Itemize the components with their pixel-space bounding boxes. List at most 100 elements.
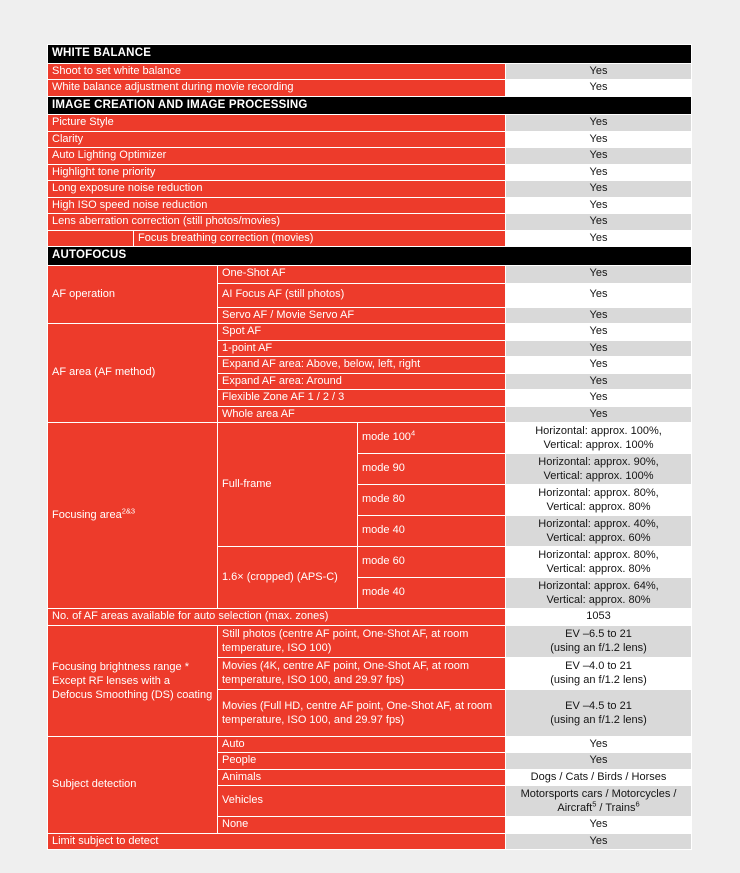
value-line: Horizontal: approx. 80%, (538, 487, 659, 499)
spec-value: Yes (504, 816, 693, 834)
spec-value: Yes (504, 147, 693, 165)
group-label-focusing-area: Focusing area2&3 (47, 422, 218, 609)
value-line: EV –6.5 to 21 (565, 628, 632, 640)
spec-sublabel: Vehicles (217, 785, 506, 817)
value-line: Vertical: approx. 100% (543, 439, 654, 451)
value-line: (using an f/1.2 lens) (550, 713, 647, 726)
section-header-white-balance: WHITE BALANCE (46, 44, 693, 64)
spec-value: Yes (504, 130, 693, 148)
spec-value: Horizontal: approx. 100%, Vertical: appr… (504, 422, 693, 454)
spec-label: Long exposure noise reduction (47, 180, 506, 198)
value-text: / Trains (596, 802, 636, 814)
footnote-marker: 4 (410, 428, 416, 438)
spec-value: Horizontal: approx. 90%, Vertical: appro… (504, 453, 693, 485)
spec-sublabel: Whole area AF (217, 405, 506, 423)
mode-text: mode 100 (362, 431, 411, 444)
value-line: EV –4.0 to 21 (565, 660, 632, 672)
spec-sublabel: mode 1004 (357, 422, 506, 454)
spec-sublabel: People (217, 752, 506, 770)
spec-label: Limit subject to detect (47, 832, 506, 850)
spec-sublabel: mode 90 (357, 453, 506, 485)
spec-value: Yes (504, 405, 693, 423)
spec-value: Yes (504, 832, 693, 850)
spec-sublabel: None (217, 816, 506, 834)
value-line: Horizontal: approx. 40%, (538, 518, 659, 530)
spec-sublabel: One-Shot AF (217, 264, 506, 284)
spec-sublabel: mode 80 (357, 484, 506, 516)
spec-label: Clarity (47, 130, 506, 148)
value-line: Vertical: approx. 80% (546, 501, 651, 513)
value-line: Vertical: approx. 100% (543, 470, 654, 482)
spec-value: 1053 (504, 608, 693, 626)
footnote-marker: 2&3 (121, 506, 136, 516)
spec-value: Yes (504, 306, 693, 324)
spec-label: No. of AF areas available for auto selec… (47, 608, 506, 626)
spec-value: Yes (504, 79, 693, 97)
group-label-cropped: 1.6× (cropped) (APS-C) (217, 546, 358, 609)
spec-value: Yes (504, 264, 693, 284)
spec-label: Picture Style (47, 114, 506, 132)
spec-value: Yes (504, 752, 693, 770)
spec-value: Horizontal: approx. 80%, Vertical: appro… (504, 546, 693, 578)
spacer-cell (47, 229, 134, 247)
spec-value: Yes (504, 356, 693, 374)
footnote-marker: 6 (635, 799, 640, 809)
spec-value: EV –4.0 to 21 (using an f/1.2 lens) (504, 656, 693, 690)
spec-value: Horizontal: approx. 40%, Vertical: appro… (504, 515, 693, 547)
spec-value: Dogs / Cats / Birds / Horses (504, 768, 693, 786)
group-label-af-area: AF area (AF method) (47, 323, 218, 423)
value-line: (using an f/1.2 lens) (550, 674, 647, 686)
spec-sublabel: Movies (4K, centre AF point, One-Shot AF… (217, 656, 506, 690)
spec-sublabel: Still photos (centre AF point, One-Shot … (217, 624, 506, 658)
value-line: Vertical: approx. 80% (546, 594, 651, 606)
spec-value: EV –6.5 to 21 (using an f/1.2 lens) (504, 624, 693, 658)
spec-value: Yes (504, 372, 693, 390)
spec-value: Yes (504, 213, 693, 231)
spec-value: Yes (504, 196, 693, 214)
spec-label: Shoot to set white balance (47, 62, 506, 80)
spec-table: WHITE BALANCE Shoot to set white balance… (46, 44, 693, 850)
spec-sublabel: mode 40 (357, 577, 506, 609)
footnote-marker: 5 (592, 799, 597, 809)
spec-value: Yes (504, 62, 693, 80)
spec-value: Horizontal: approx. 80%, Vertical: appro… (504, 484, 693, 516)
spec-value: Yes (504, 229, 693, 247)
spec-sublabel: Movies (Full HD, centre AF point, One-Sh… (217, 688, 506, 737)
spec-value: Yes (504, 735, 693, 753)
value-line: Horizontal: approx. 64%, (538, 580, 659, 592)
value-line: Vertical: approx. 60% (546, 532, 651, 544)
value-line: (using an f/1.2 lens) (550, 642, 647, 654)
spec-value: EV –4.5 to 21 (using an f/1.2 lens) (504, 688, 693, 737)
spec-label: Highlight tone priority (47, 163, 506, 181)
spec-sublabel: Expand AF area: Around (217, 372, 506, 390)
group-label-af-operation: AF operation (47, 264, 218, 324)
spec-value: Yes (504, 180, 693, 198)
spec-value: Yes (504, 163, 693, 181)
spec-value: Yes (504, 389, 693, 407)
spec-sublabel: Expand AF area: Above, below, left, righ… (217, 356, 506, 374)
spec-label-indented: Focus breathing correction (movies) (133, 229, 506, 247)
value-line: EV –4.5 to 21 (565, 699, 632, 712)
spec-value: Horizontal: approx. 64%, Vertical: appro… (504, 577, 693, 609)
group-label-focusing-brightness: Focusing brightness range * Except RF le… (47, 624, 218, 737)
spec-sublabel: Flexible Zone AF 1 / 2 / 3 (217, 389, 506, 407)
section-header-image-processing: IMAGE CREATION AND IMAGE PROCESSING (46, 95, 693, 115)
spec-value: Yes (504, 114, 693, 132)
focusing-area-text: Focusing area (52, 508, 122, 521)
spec-table-container: WHITE BALANCE Shoot to set white balance… (46, 44, 693, 850)
value-line: Horizontal: approx. 100%, (535, 425, 662, 437)
value-text: Motorsports cars / Motorcycles / Aircraf… (520, 788, 677, 814)
spec-sublabel: Auto (217, 735, 506, 753)
spec-label: Auto Lighting Optimizer (47, 147, 506, 165)
spec-sublabel: Animals (217, 768, 506, 786)
spec-label: High ISO speed noise reduction (47, 196, 506, 214)
spec-value: Yes (504, 282, 693, 308)
group-label-subject-detection: Subject detection (47, 735, 218, 834)
group-label-full-frame: Full-frame (217, 422, 358, 547)
value-line: Horizontal: approx. 80%, (538, 549, 659, 561)
spec-sublabel: 1-point AF (217, 339, 506, 357)
spec-sublabel: mode 60 (357, 546, 506, 578)
spec-sublabel: AI Focus AF (still photos) (217, 282, 506, 308)
spec-value: Yes (504, 323, 693, 341)
